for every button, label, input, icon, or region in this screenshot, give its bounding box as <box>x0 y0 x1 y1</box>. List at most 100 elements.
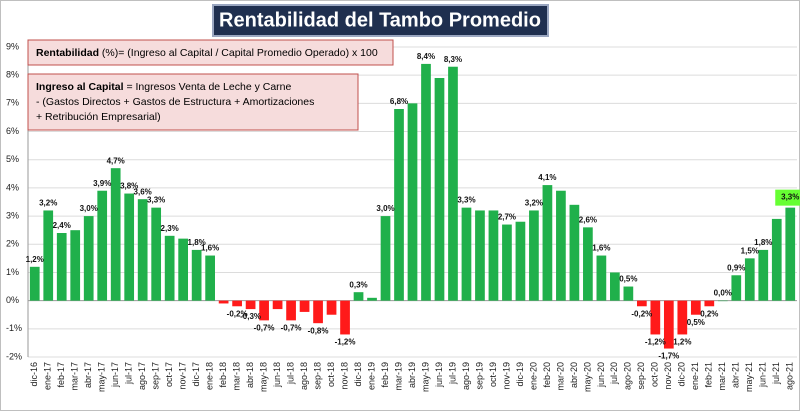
x-tick-label: feb-18 <box>218 362 228 388</box>
x-tick-label: may-20 <box>582 362 592 392</box>
bar <box>124 193 135 301</box>
value-label: 1,8% <box>754 238 772 247</box>
x-tick-label: nov-20 <box>663 362 673 390</box>
highlight-box <box>775 189 800 206</box>
bar <box>529 210 539 301</box>
x-tick-label: ago-20 <box>623 362 633 390</box>
value-label: 6,8% <box>390 97 408 106</box>
value-label: 0,5% <box>619 275 637 284</box>
title-box <box>212 4 549 37</box>
y-tick-label: 9% <box>6 41 19 51</box>
y-tick-label: -1% <box>6 323 22 333</box>
bar <box>367 297 377 301</box>
x-tick-label: feb-21 <box>704 362 714 388</box>
y-tick-label: 6% <box>6 126 19 136</box>
bar <box>421 63 431 301</box>
bar <box>232 300 242 307</box>
x-tick-label: feb-20 <box>542 362 552 388</box>
value-label: -0,8% <box>308 326 329 335</box>
bar <box>569 204 580 301</box>
bars <box>29 63 796 349</box>
bar <box>636 300 647 307</box>
x-tick-label: mar-18 <box>231 362 241 391</box>
bar <box>502 224 512 301</box>
bar <box>744 258 755 301</box>
chart-title: Rentabilidad del Tambo Promedio <box>219 9 541 31</box>
bar <box>704 300 715 307</box>
x-tick-label: sep-18 <box>312 362 322 390</box>
bar <box>137 199 148 301</box>
y-tick-label: 5% <box>6 154 19 164</box>
value-label: -0,3% <box>240 312 261 321</box>
annotation-term: Rentabilidad <box>36 47 99 59</box>
bar <box>690 300 701 315</box>
x-tick-label: abr-20 <box>569 362 579 388</box>
value-label: -0,7% <box>281 323 302 332</box>
annotation: Rentabilidad (%)= (Ingreso al Capital / … <box>36 47 378 59</box>
annotation-text: = Ingresos Venta de Leche y Carne <box>124 81 292 93</box>
x-tick-label: ago-17 <box>137 362 147 390</box>
value-label: 2,4% <box>53 221 71 230</box>
y-tick-label: 8% <box>6 70 19 80</box>
bar <box>151 207 162 301</box>
bar <box>178 238 189 301</box>
value-label: 0,9% <box>727 263 745 272</box>
annotation: + Retribución Empresarial) <box>36 111 161 123</box>
x-tick-label: sep-19 <box>474 362 484 390</box>
x-tick-label: abr-19 <box>407 362 417 388</box>
x-tick-label: dic-18 <box>353 362 363 387</box>
bar <box>29 266 40 301</box>
x-tick-label: jul-17 <box>124 362 134 385</box>
x-tick-label: sep-20 <box>636 362 646 390</box>
bar <box>434 78 445 301</box>
x-tick-label: nov-19 <box>501 362 511 390</box>
y-tick-label: 7% <box>6 98 19 108</box>
x-tick-label: nov-18 <box>339 362 349 390</box>
bar <box>313 300 323 324</box>
x-tick-label: may-18 <box>258 362 268 392</box>
bar <box>83 216 94 301</box>
value-label: 3,3% <box>457 196 475 205</box>
y-tick-label: 1% <box>6 267 19 277</box>
x-tick-label: sep-17 <box>151 362 161 390</box>
bar <box>380 216 391 301</box>
x-tick-label: dic-20 <box>677 362 687 387</box>
annotation: - (Gastos Directos + Gastos de Estructur… <box>36 96 314 108</box>
value-label: 3,3% <box>781 193 799 202</box>
bar <box>205 255 215 301</box>
x-tick-label: ene-17 <box>43 362 53 390</box>
bar <box>326 300 337 315</box>
x-tick-label: feb-17 <box>56 362 66 388</box>
x-tick-label: oct-19 <box>488 362 498 387</box>
x-tick-label: jun-18 <box>272 362 282 388</box>
annotation-text: (%)= (Ingreso al Capital / Capital Prome… <box>99 47 378 59</box>
x-tick-label: mar-17 <box>70 362 80 391</box>
value-label: 8,4% <box>417 52 435 61</box>
bar <box>610 272 620 301</box>
value-label: 0,0% <box>714 289 732 298</box>
value-label: 1,5% <box>741 246 759 255</box>
value-label: 3,0% <box>80 204 98 213</box>
labels: dic-161,2%ene-173,2%feb-172,4%mar-17 abr-… <box>26 52 800 392</box>
bar <box>43 210 54 301</box>
value-label: 3,0% <box>376 204 394 213</box>
bar <box>731 275 742 301</box>
x-tick-label: abr-21 <box>731 362 741 388</box>
bar <box>556 190 566 301</box>
value-label: 1,2% <box>673 338 691 347</box>
y-tick-label: 2% <box>6 239 19 249</box>
x-tick-label: abr-17 <box>83 362 93 388</box>
bar <box>56 233 67 301</box>
annotation-box <box>27 39 394 66</box>
bar <box>583 227 593 301</box>
value-label: -0,7% <box>254 323 275 332</box>
bar <box>407 103 418 301</box>
bar <box>164 235 175 301</box>
value-label: 2,3% <box>161 224 179 233</box>
value-label: 1,6% <box>592 244 610 253</box>
annotation-term: Ingreso al Capital <box>36 81 124 93</box>
bar <box>515 221 526 301</box>
x-tick-label: nov-17 <box>178 362 188 390</box>
bar <box>340 300 350 335</box>
bar <box>259 300 269 321</box>
